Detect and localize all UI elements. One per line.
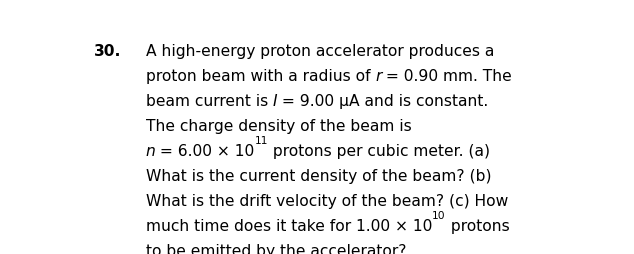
Text: 10: 10 xyxy=(432,211,446,221)
Text: to be emitted by the accelerator?: to be emitted by the accelerator? xyxy=(146,244,406,254)
Text: beam current is: beam current is xyxy=(146,94,273,109)
Text: = 6.00 × 10: = 6.00 × 10 xyxy=(155,144,255,159)
Text: protons: protons xyxy=(446,219,509,234)
Text: r: r xyxy=(375,69,382,84)
Text: 30.: 30. xyxy=(94,44,122,59)
Text: What is the drift velocity of the beam? (c) How: What is the drift velocity of the beam? … xyxy=(146,194,508,209)
Text: I: I xyxy=(273,94,277,109)
Text: The charge density of the beam is: The charge density of the beam is xyxy=(146,119,411,134)
Text: protons per cubic meter. (a): protons per cubic meter. (a) xyxy=(268,144,490,159)
Text: A high-energy proton accelerator produces a: A high-energy proton accelerator produce… xyxy=(146,44,494,59)
Text: n: n xyxy=(146,144,155,159)
Text: = 9.00 μA and is constant.: = 9.00 μA and is constant. xyxy=(277,94,489,109)
Text: much time does it take for 1.00 × 10: much time does it take for 1.00 × 10 xyxy=(146,219,432,234)
Text: 11: 11 xyxy=(255,136,268,146)
Text: What is the current density of the beam? (b): What is the current density of the beam?… xyxy=(146,169,491,184)
Text: proton beam with a radius of: proton beam with a radius of xyxy=(146,69,375,84)
Text: = 0.90 mm. The: = 0.90 mm. The xyxy=(382,69,512,84)
